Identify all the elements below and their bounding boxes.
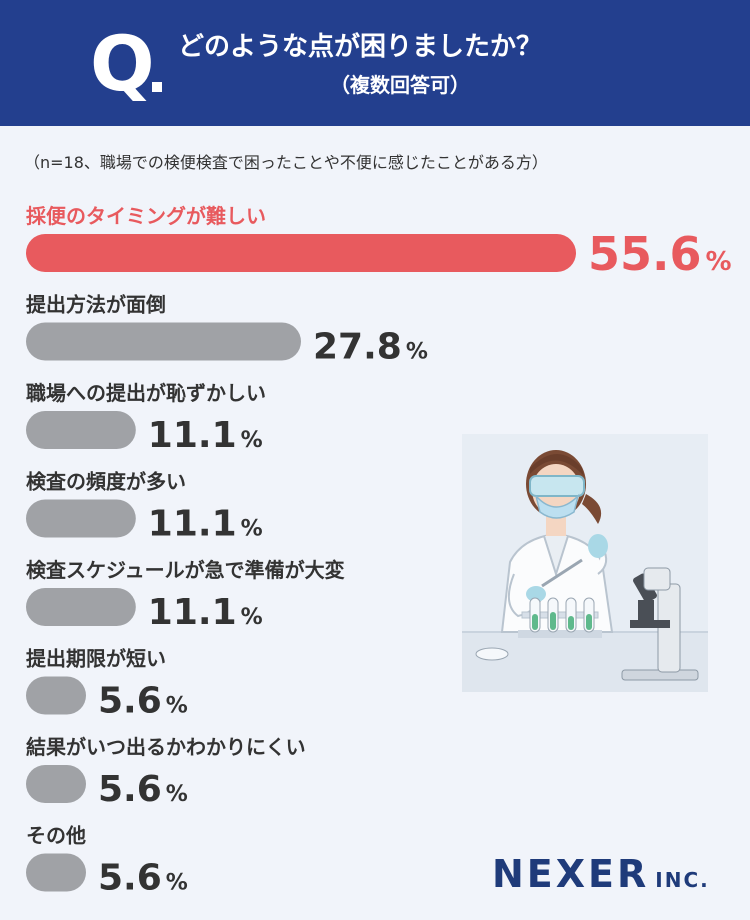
bar bbox=[26, 499, 136, 538]
category-label: 検査スケジュールが急で準備が大変 bbox=[26, 558, 345, 582]
value-label: 5.6% bbox=[98, 681, 188, 722]
category-label: 検査の頻度が多い bbox=[26, 470, 186, 494]
bar bbox=[26, 234, 576, 272]
value-label: 11.1% bbox=[148, 592, 263, 633]
bar bbox=[26, 322, 301, 361]
question-subtitle: （複数回答可） bbox=[330, 73, 470, 97]
brand-logo: NEXER INC. bbox=[492, 852, 710, 896]
value-label: 55.6% bbox=[588, 227, 732, 281]
lab-scientist-with-microscope-icon bbox=[462, 450, 708, 692]
bar bbox=[26, 765, 86, 803]
value-label: 11.1% bbox=[148, 415, 263, 456]
brand-suffix: INC. bbox=[655, 868, 710, 892]
q-dot bbox=[152, 82, 162, 92]
lab-illustration bbox=[462, 434, 708, 692]
value-label: 5.6% bbox=[98, 858, 188, 899]
bar bbox=[26, 853, 86, 892]
bar bbox=[26, 676, 86, 715]
question-title: どのような点が困りましたか？ bbox=[178, 32, 543, 62]
category-label: その他 bbox=[26, 824, 86, 848]
sample-note: （n=18、職場での検便検査で困ったことや不便に感じたことがある方） bbox=[24, 153, 548, 172]
bar bbox=[26, 588, 136, 626]
category-label: 採便のタイミングが難しい bbox=[26, 204, 266, 228]
brand-name: NEXER bbox=[492, 852, 650, 896]
category-label: 提出方法が面倒 bbox=[26, 293, 166, 317]
category-label: 提出期限が短い bbox=[26, 647, 166, 671]
value-label: 11.1% bbox=[148, 504, 263, 545]
category-label: 結果がいつ出るかわかりにくい bbox=[26, 735, 306, 759]
q-label: Q bbox=[90, 19, 155, 108]
value-label: 27.8% bbox=[313, 327, 428, 368]
category-label: 職場への提出が恥ずかしい bbox=[26, 381, 266, 405]
value-label: 5.6% bbox=[98, 769, 188, 810]
question-header: Q どのような点が困りましたか？ （複数回答可） bbox=[0, 0, 750, 126]
bar bbox=[26, 411, 136, 449]
